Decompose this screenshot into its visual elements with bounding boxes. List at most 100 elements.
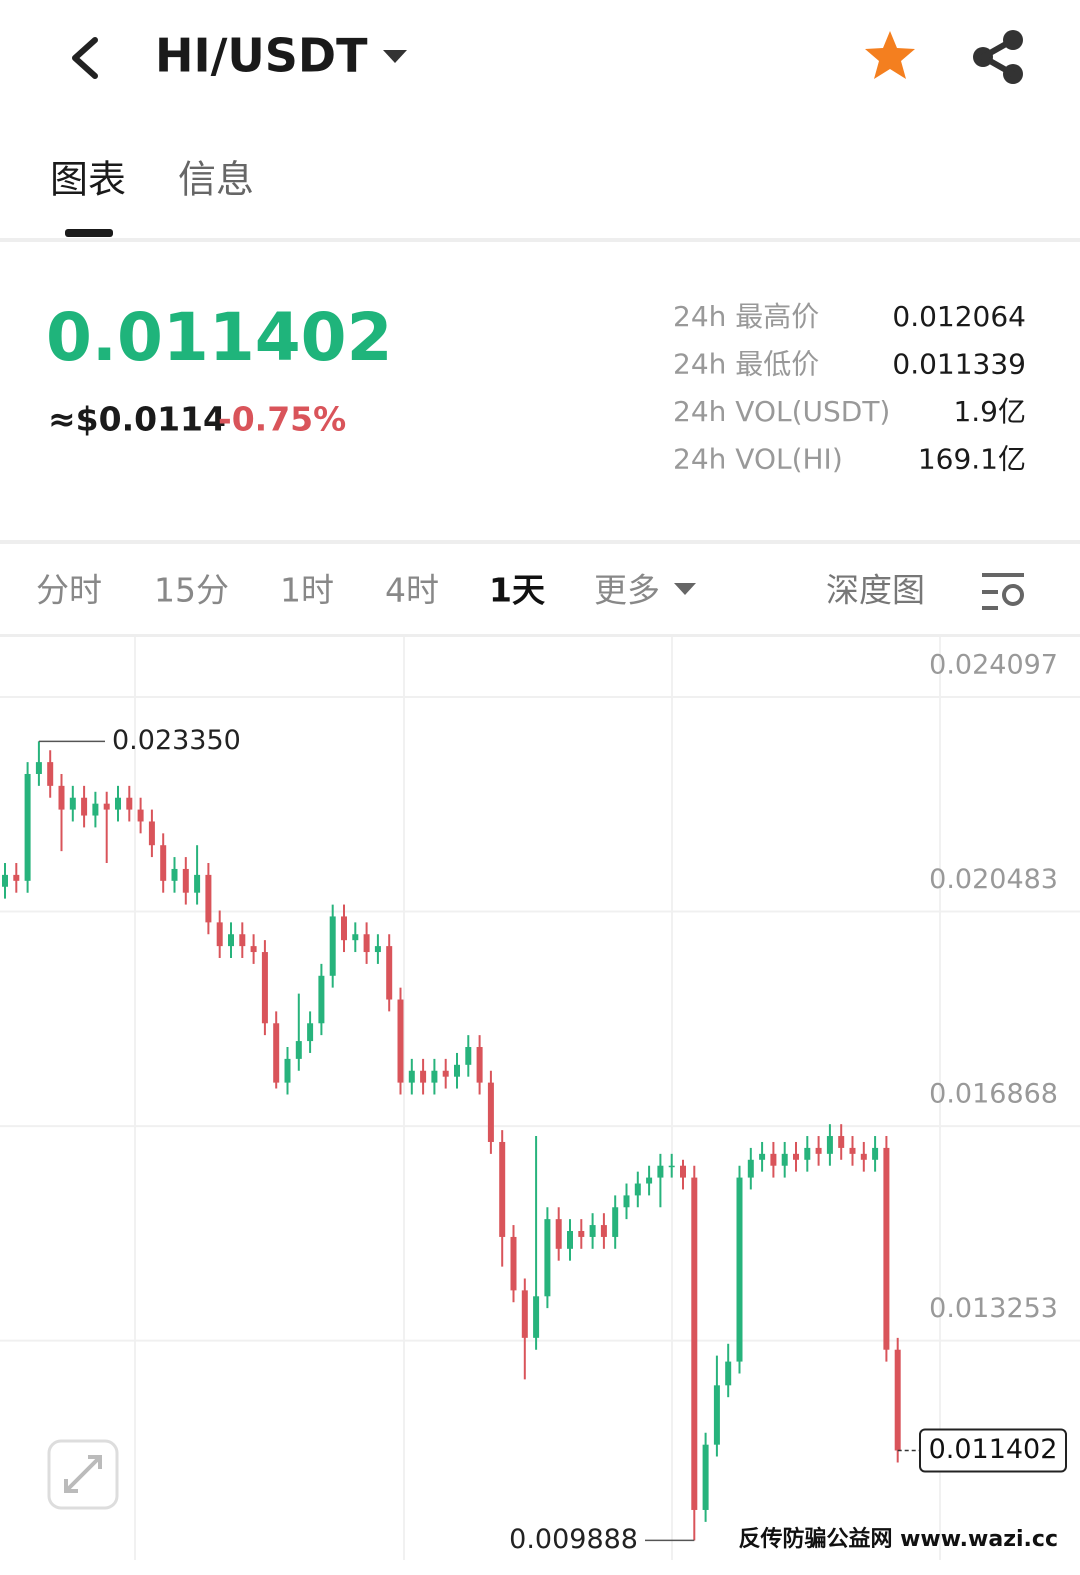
interval-tab[interactable]: 1时 <box>280 571 334 610</box>
stat-label: 24h VOL(HI) <box>673 443 843 476</box>
candle-body <box>115 797 121 810</box>
candle-body <box>725 1361 732 1386</box>
interval-tab[interactable]: 更多 <box>594 571 660 610</box>
stat-label: 24h VOL(USDT) <box>673 395 890 428</box>
candlestick-chart: 0.024097 0.020483 0.016868 0.013253 0.023350… <box>0 637 1080 1560</box>
tab[interactable]: 信息 <box>178 158 254 202</box>
back-button[interactable] <box>72 37 98 79</box>
candle-body <box>815 1147 822 1154</box>
candle-body <box>148 821 155 846</box>
candle-body <box>58 785 65 810</box>
candle-body <box>487 1082 494 1142</box>
candle-body <box>634 1183 641 1196</box>
candle-body <box>465 1047 472 1065</box>
y-tick-label: 0.020483 <box>929 864 1058 895</box>
candle-body <box>273 1023 280 1083</box>
candle-body <box>363 934 370 953</box>
candle-body <box>872 1147 879 1160</box>
candle-body <box>24 773 31 881</box>
last-price-box <box>919 1428 1067 1473</box>
stat-value: 0.012064 <box>892 300 1026 333</box>
candle-body <box>883 1147 890 1350</box>
candle-body <box>793 1153 799 1160</box>
y-tick-label: 0.016868 <box>929 1079 1058 1110</box>
candle-body <box>849 1147 856 1154</box>
interval-tab[interactable]: 1天 <box>489 571 545 610</box>
depth-tab[interactable]: 深度图 <box>826 571 925 610</box>
candle-body <box>295 1041 302 1059</box>
interval-bar: 分时 15分 1时 4时 1天 更多 <box>36 571 660 610</box>
tab-indicator <box>65 229 113 237</box>
candle-body <box>770 1153 777 1166</box>
candle-body <box>736 1177 743 1362</box>
candle-body <box>894 1349 901 1451</box>
interval-tab[interactable]: 4时 <box>385 571 439 610</box>
stat-value: 1.9亿 <box>953 395 1026 428</box>
candle-body <box>261 952 268 1024</box>
candle-body <box>454 1064 460 1077</box>
interval-tab[interactable]: 15分 <box>154 571 229 610</box>
candle-body <box>284 1058 291 1083</box>
candle-body <box>374 946 381 953</box>
candle-body <box>781 1153 788 1166</box>
candle-body <box>510 1236 517 1291</box>
pair-title[interactable]: HI/USDT <box>155 29 368 83</box>
candle-body <box>691 1177 698 1510</box>
candle-body <box>307 1023 314 1042</box>
candle-body <box>239 934 246 947</box>
price-change: -0.75% <box>218 400 346 439</box>
candle-body <box>47 762 54 786</box>
candle-body <box>702 1444 709 1510</box>
candle-body <box>92 803 99 816</box>
usd-price: ≈$0.0114 <box>48 400 226 439</box>
candle-body <box>103 803 110 810</box>
share-button[interactable] <box>973 30 1023 84</box>
candle-body <box>838 1136 845 1148</box>
y-tick-label: 0.013253 <box>929 1293 1058 1324</box>
more-dropdown[interactable] <box>674 583 696 595</box>
candle-body <box>386 946 393 1000</box>
candle-body <box>589 1225 596 1237</box>
max-label: 0.023350 <box>112 725 241 756</box>
candle-body <box>2 874 8 887</box>
candle-body <box>668 1165 675 1168</box>
chart-settings[interactable] <box>982 573 1024 610</box>
last-price-label: 0.011402 <box>929 1434 1058 1465</box>
candle-body <box>250 946 257 953</box>
candle-body <box>171 868 178 881</box>
candle-body <box>228 934 234 947</box>
last-price: 0.011402 <box>46 299 393 376</box>
candle-body <box>623 1195 630 1208</box>
candle-body <box>13 874 20 881</box>
candle-body <box>442 1070 449 1077</box>
candle-body <box>521 1290 528 1338</box>
candle-body <box>600 1225 607 1237</box>
candle-body <box>567 1231 573 1249</box>
y-tick-label: 0.024097 <box>929 650 1058 681</box>
candle-body <box>329 916 336 976</box>
favorite-star[interactable] <box>865 31 915 79</box>
candle-body <box>35 762 42 774</box>
candle-body <box>747 1159 754 1178</box>
candle-body <box>759 1153 766 1160</box>
tab[interactable]: 图表 <box>50 158 126 202</box>
candle-body <box>420 1070 427 1083</box>
candle-body <box>205 874 212 923</box>
candle-body <box>69 797 76 810</box>
candle-body <box>533 1296 540 1338</box>
candle-body <box>826 1136 833 1154</box>
candle-body <box>555 1219 562 1249</box>
stat-value: 0.011339 <box>892 348 1026 381</box>
candle-body <box>431 1070 438 1083</box>
candle-body <box>804 1147 811 1160</box>
candle-body <box>657 1165 664 1178</box>
interval-tab[interactable]: 分时 <box>36 571 102 610</box>
pair-dropdown[interactable] <box>383 50 407 63</box>
candle-body <box>612 1207 619 1237</box>
candle-body <box>646 1177 653 1184</box>
candle-body <box>578 1231 585 1237</box>
candle-body <box>182 868 189 893</box>
watermark: 反传防骗公益网 www.wazi.cc <box>738 1526 1058 1552</box>
